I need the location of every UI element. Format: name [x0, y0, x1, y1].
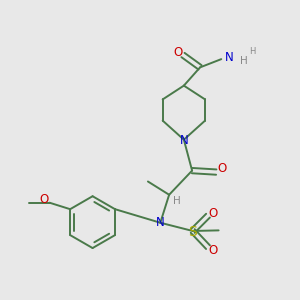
Text: H: H — [239, 56, 247, 67]
Text: O: O — [40, 193, 49, 206]
Text: O: O — [209, 207, 218, 220]
Text: N: N — [156, 216, 165, 229]
Text: N: N — [225, 52, 233, 64]
Text: O: O — [217, 162, 226, 175]
Text: O: O — [173, 46, 182, 59]
Text: H: H — [172, 196, 180, 206]
Text: S: S — [189, 225, 197, 238]
Text: O: O — [209, 244, 218, 256]
Text: N: N — [179, 134, 188, 147]
Text: H: H — [249, 47, 255, 56]
